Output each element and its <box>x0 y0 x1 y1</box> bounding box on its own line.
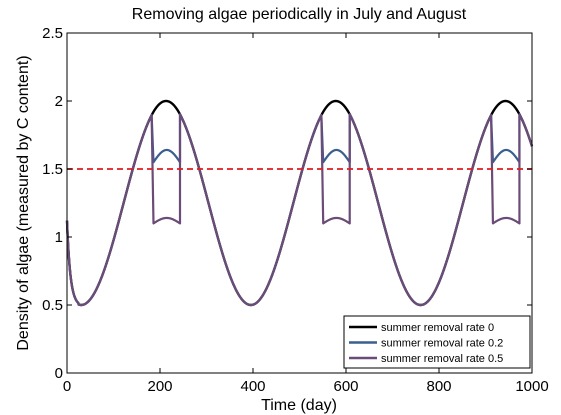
legend-label-1: summer removal rate 0.2 <box>381 338 503 350</box>
y-tick-label: 0.5 <box>42 297 63 314</box>
x-tick-label: 1000 <box>515 378 548 395</box>
x-axis-label: Time (day) <box>261 397 337 414</box>
y-tick-label: 1 <box>55 229 63 246</box>
x-tick-label: 400 <box>240 378 265 395</box>
chart-title: Removing algae periodically in July and … <box>132 6 467 23</box>
x-tick-label: 200 <box>147 378 172 395</box>
legend: summer removal rate 0 summer removal rate… <box>343 315 531 369</box>
legend-label-0: summer removal rate 0 <box>381 322 494 334</box>
plot-area: 0 200 400 600 800 1000 0 0.5 1 1.5 2 2.5 summer remo… <box>42 25 549 395</box>
y-tick-label: 2 <box>55 93 63 110</box>
y-axis-label: Density of algae (measured by C content) <box>15 55 32 350</box>
plot-frame <box>66 32 533 374</box>
y-tick-label: 1.5 <box>42 161 63 178</box>
legend-label-2: summer removal rate 0.5 <box>381 353 503 365</box>
y-tick-label: 0 <box>55 365 63 382</box>
x-tick-label: 600 <box>333 378 358 395</box>
series-line-2 <box>65 113 534 307</box>
x-tick-label: 800 <box>426 378 451 395</box>
y-tick-label: 2.5 <box>42 25 63 42</box>
x-tick-label: 0 <box>63 378 71 395</box>
